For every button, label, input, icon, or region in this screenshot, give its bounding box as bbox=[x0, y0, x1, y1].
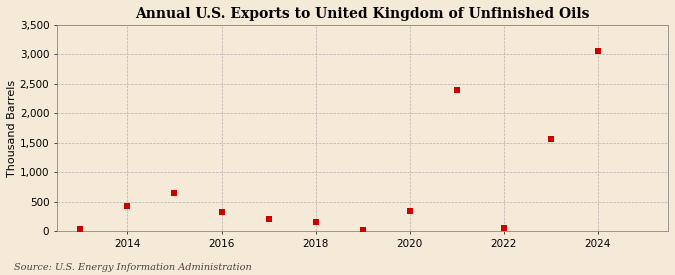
Point bbox=[310, 220, 321, 224]
Point bbox=[592, 49, 603, 54]
Point bbox=[357, 228, 368, 232]
Point bbox=[404, 208, 415, 213]
Title: Annual U.S. Exports to United Kingdom of Unfinished Oils: Annual U.S. Exports to United Kingdom of… bbox=[135, 7, 590, 21]
Point bbox=[122, 204, 133, 209]
Point bbox=[169, 191, 180, 196]
Text: Source: U.S. Energy Information Administration: Source: U.S. Energy Information Administ… bbox=[14, 263, 251, 272]
Point bbox=[498, 226, 509, 230]
Point bbox=[263, 217, 274, 222]
Point bbox=[545, 136, 556, 141]
Y-axis label: Thousand Barrels: Thousand Barrels bbox=[7, 79, 17, 177]
Point bbox=[451, 87, 462, 92]
Point bbox=[75, 227, 86, 232]
Point bbox=[216, 210, 227, 214]
